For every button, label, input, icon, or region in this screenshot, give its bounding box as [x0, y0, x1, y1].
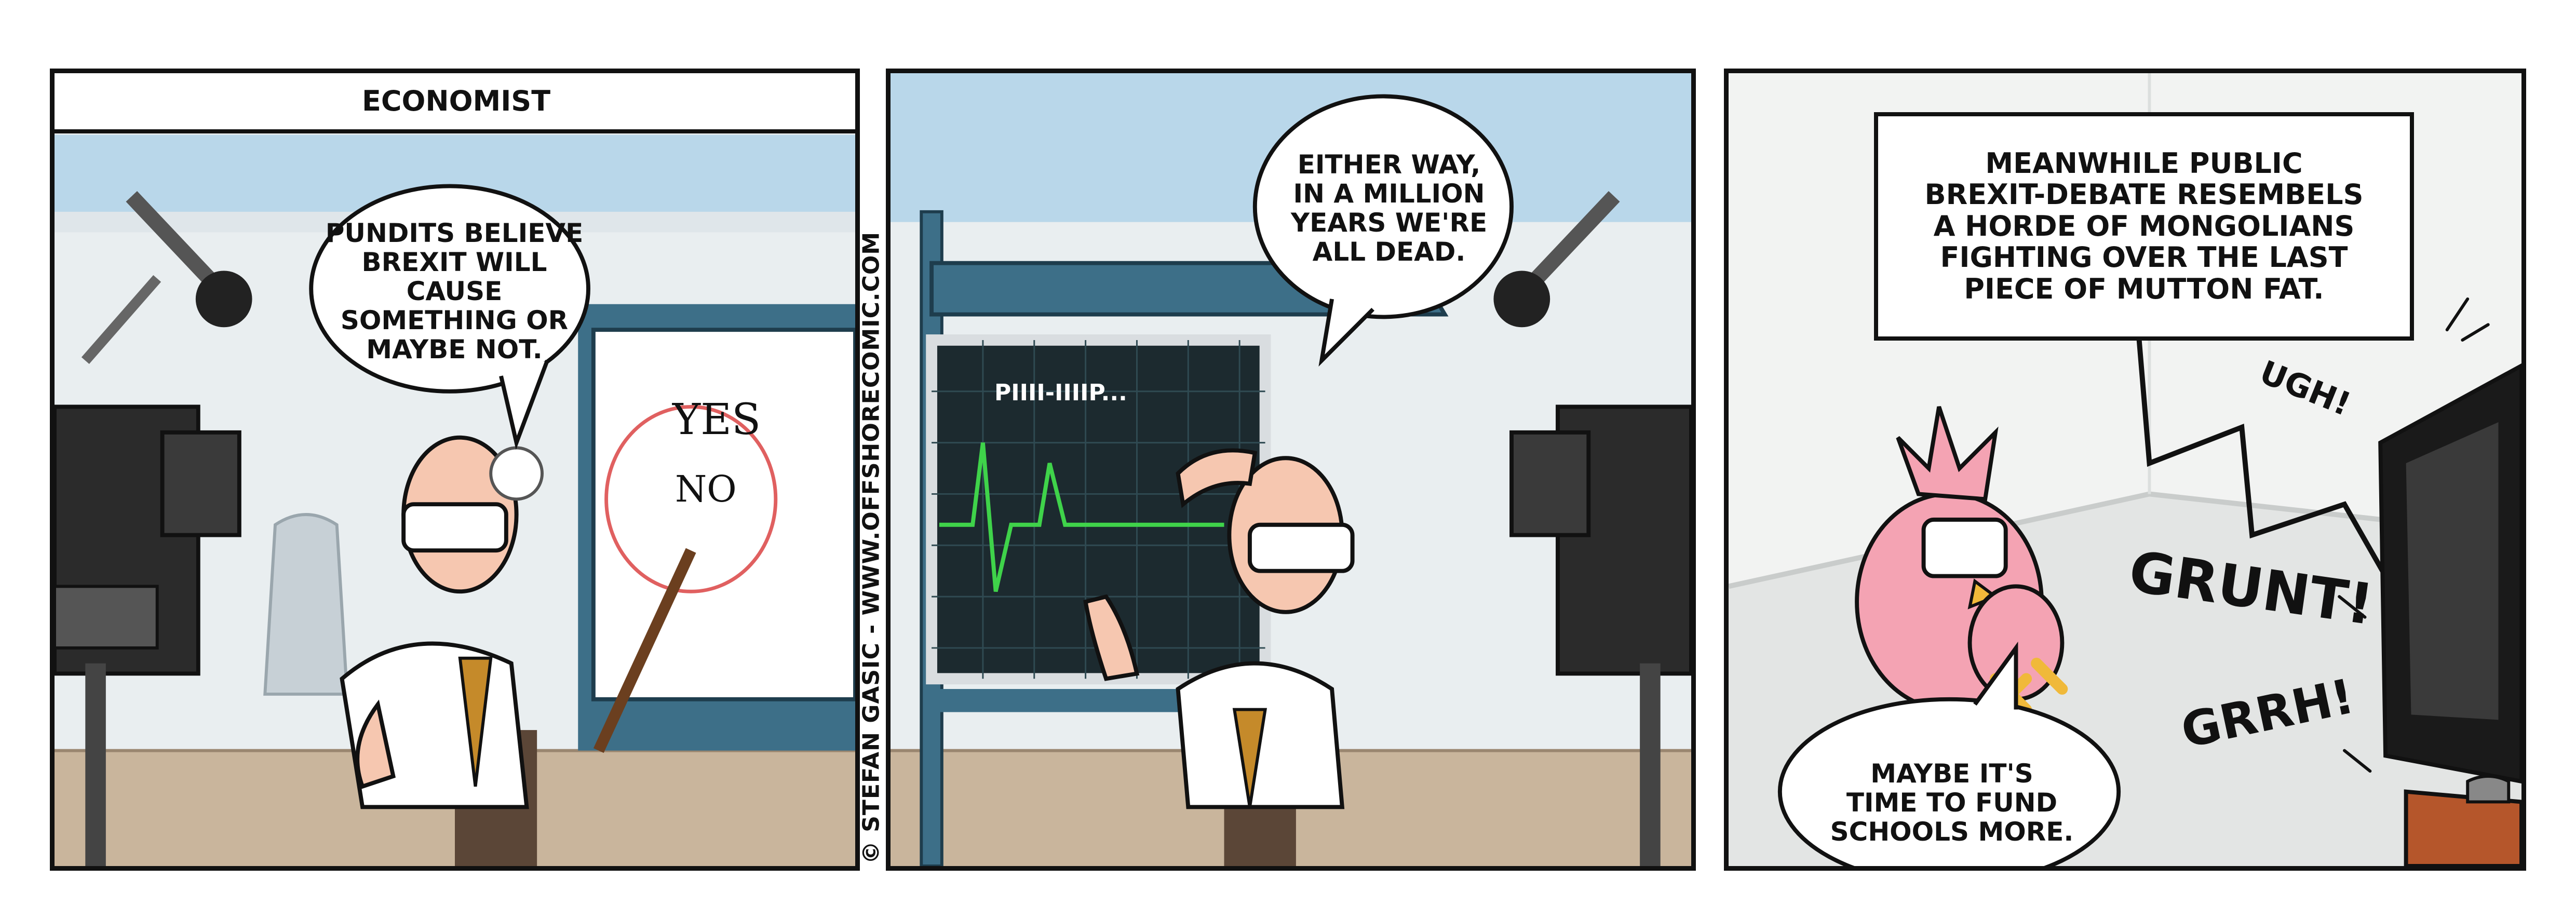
copyright-credit-text: © STEFAN GASIC - WWW.OFFSHORECOMIC.COM	[858, 231, 885, 864]
panel-2: EITHER WAY, IN A MILLION YEARS WE'RE ALL…	[886, 69, 1696, 871]
monitor-beep-text: PIIII-IIIIP...	[994, 380, 1127, 406]
speech-bubble-3: MAYBE IT'S TIME TO FUND SCHOOLS MORE.	[1830, 759, 2074, 847]
panel-1: ECONOMIST PUNDITS BELIEVE BREXIT WILL CA…	[50, 69, 860, 871]
speech-bubble-1-shape	[309, 184, 590, 450]
whiteboard	[578, 304, 855, 751]
board-no-label: NO	[675, 468, 737, 510]
pink-bird	[1855, 406, 2068, 715]
economist-figure-2	[1083, 448, 1355, 866]
computer-monitor	[2378, 363, 2521, 866]
economist-figure	[340, 435, 696, 866]
tv-camera	[55, 404, 241, 866]
panel-2-illustration	[891, 73, 1691, 866]
speech-bubble-1: PUNDITS BELIEVE BREXIT WILL CAUSE SOMETH…	[325, 218, 584, 364]
board-yes-label: YES	[672, 395, 761, 444]
speech-bubble-2: EITHER WAY, IN A MILLION YEARS WE'RE ALL…	[1290, 150, 1488, 267]
caption-meanwhile: MEANWHILE PUBLIC BREXIT-DEBATE RESEMBELS…	[1874, 112, 2414, 341]
panel-3: MEANWHILE PUBLIC BREXIT-DEBATE RESEMBELS…	[1724, 69, 2526, 871]
caption-tail	[2136, 340, 2388, 578]
tv-camera-2	[1493, 191, 1691, 866]
ecg-line	[939, 442, 1224, 592]
caption-economist: ECONOMIST	[55, 73, 855, 133]
panel-3-illustration	[1729, 73, 2521, 866]
studio-light	[81, 191, 252, 364]
